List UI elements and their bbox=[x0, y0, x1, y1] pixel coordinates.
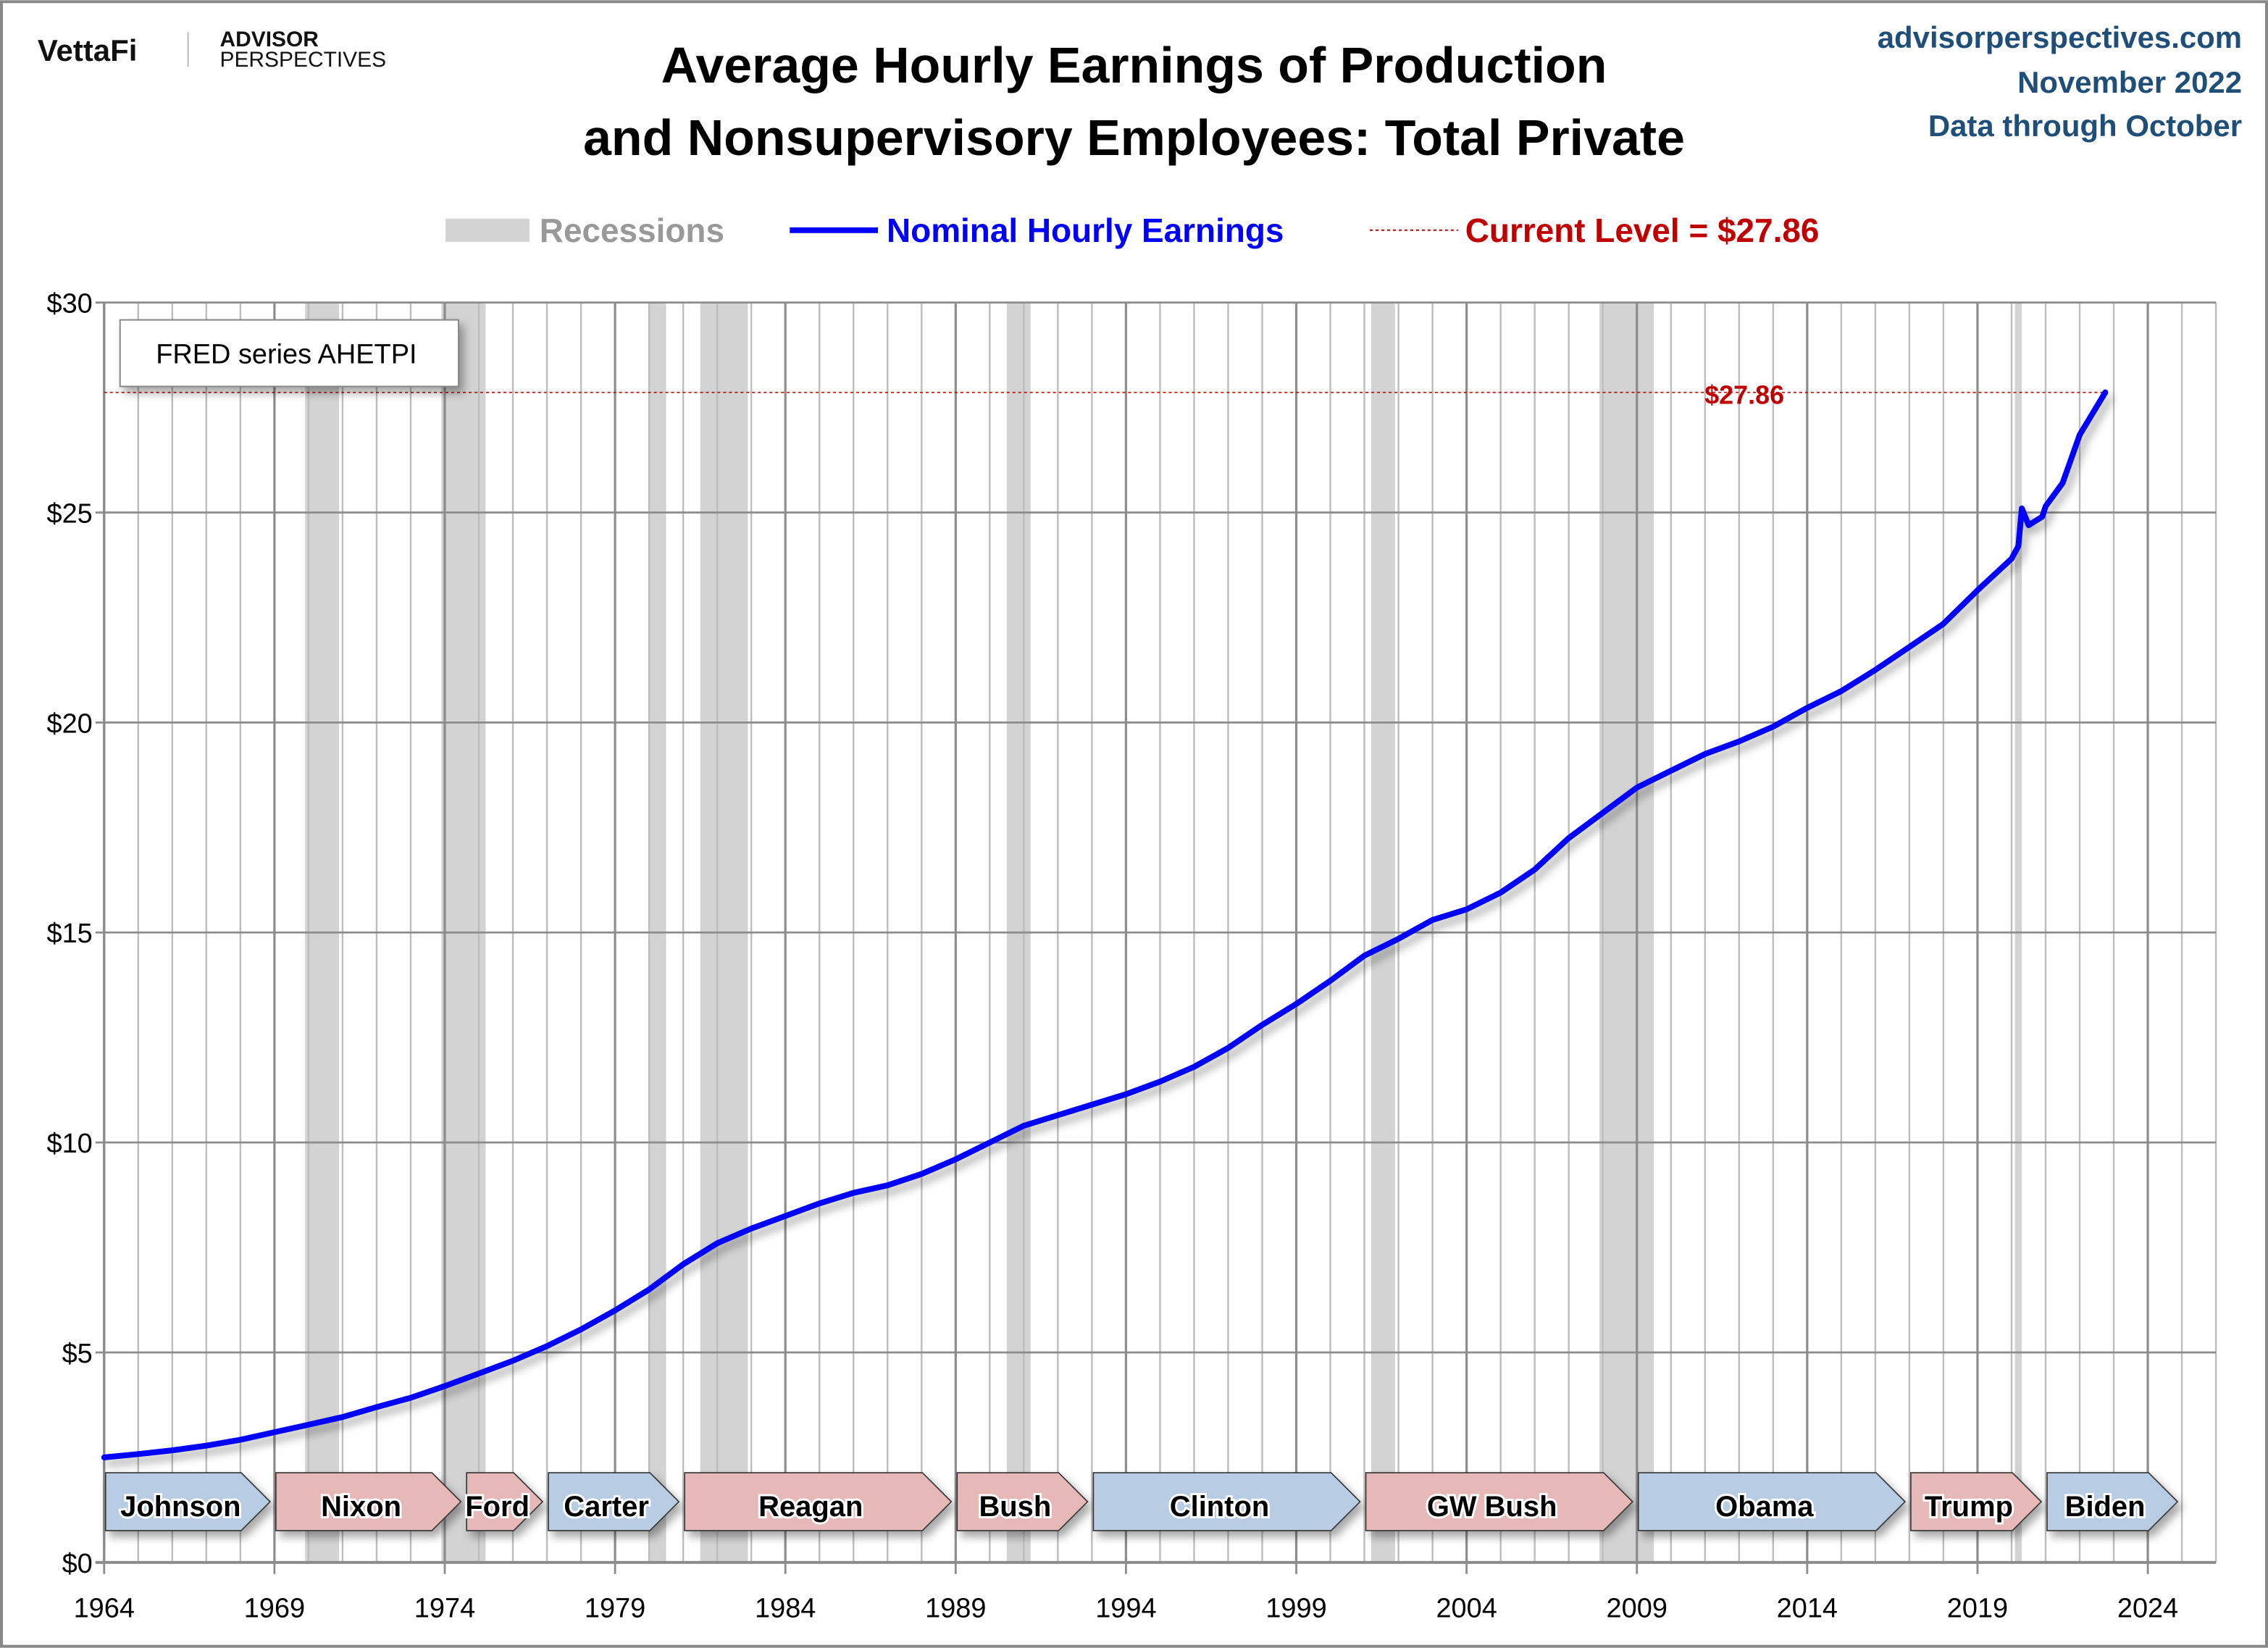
president-arrow bbox=[275, 1472, 462, 1531]
president-arrow bbox=[956, 1472, 1089, 1531]
y-tick-label: $15 bbox=[47, 919, 93, 949]
date-label: November 2022 bbox=[2017, 65, 2242, 99]
y-tick-label: $25 bbox=[47, 498, 93, 529]
legend: Recessions Nominal Hourly Earnings Curre… bbox=[445, 212, 1819, 249]
source-label: advisorperspectives.com bbox=[1878, 20, 2242, 54]
y-tick-label: $0 bbox=[62, 1549, 93, 1579]
president-arrow bbox=[2046, 1472, 2179, 1531]
x-tick-label: 1979 bbox=[585, 1594, 645, 1624]
x-tick-label: 2019 bbox=[1947, 1594, 2008, 1624]
x-tick-label: 1964 bbox=[74, 1594, 135, 1624]
logo: VettaFi ADVISOR PERSPECTIVES bbox=[38, 28, 386, 72]
x-tick-label: 2009 bbox=[1607, 1594, 1667, 1624]
x-tick-label: 2014 bbox=[1777, 1594, 1838, 1624]
data-through-label: Data through October bbox=[1928, 109, 2242, 143]
x-tick-label: 1994 bbox=[1095, 1594, 1156, 1624]
president-arrow bbox=[684, 1472, 953, 1531]
president-label: Biden bbox=[2065, 1491, 2146, 1523]
logo-vettafi: VettaFi bbox=[38, 33, 137, 67]
x-tick-label: 2024 bbox=[2117, 1594, 2178, 1624]
president-label: GW Bush bbox=[1427, 1491, 1557, 1523]
annotation-text: FRED series AHETPI bbox=[156, 340, 417, 370]
y-tick-label: $5 bbox=[62, 1339, 93, 1369]
president-label: Trump bbox=[1925, 1491, 2013, 1523]
y-tick-label: $20 bbox=[47, 708, 93, 739]
president-label: Obama bbox=[1715, 1491, 1814, 1523]
legend-recessions: Recessions bbox=[540, 212, 724, 249]
president-arrow bbox=[466, 1472, 544, 1531]
president-arrow bbox=[104, 1472, 272, 1531]
president-arrow bbox=[1637, 1472, 1907, 1531]
president-label: Clinton bbox=[1170, 1491, 1269, 1523]
y-tick-label: $10 bbox=[47, 1129, 93, 1159]
logo-perspectives: PERSPECTIVES bbox=[220, 48, 387, 72]
chart-title-line2: and Nonsupervisory Employees: Total Priv… bbox=[583, 109, 1685, 166]
x-tick-label: 1984 bbox=[755, 1594, 816, 1624]
president-arrow bbox=[1365, 1472, 1633, 1531]
chart-title-line1: Average Hourly Earnings of Production bbox=[661, 37, 1607, 93]
president-label: Nixon bbox=[321, 1491, 401, 1523]
x-tick-label: 1974 bbox=[414, 1594, 475, 1624]
president-arrow bbox=[1910, 1472, 2043, 1531]
president-arrow bbox=[548, 1472, 680, 1531]
annotation-box bbox=[119, 319, 459, 388]
x-tick-label: 1999 bbox=[1265, 1594, 1326, 1624]
legend-current: Current Level = $27.86 bbox=[1465, 212, 1820, 249]
legend-series: Nominal Hourly Earnings bbox=[887, 212, 1284, 249]
president-label: Reagan bbox=[758, 1491, 863, 1523]
president-label: Ford bbox=[465, 1491, 530, 1523]
president-arrow bbox=[1092, 1472, 1361, 1531]
current-level-label: $27.86 bbox=[1704, 380, 1784, 410]
x-tick-label: 1969 bbox=[244, 1594, 305, 1624]
x-tick-label: 1989 bbox=[925, 1594, 986, 1624]
y-tick-label: $30 bbox=[47, 289, 93, 319]
logo-advisor: ADVISOR bbox=[220, 28, 319, 51]
president-label: Carter bbox=[564, 1491, 649, 1523]
x-tick-label: 2004 bbox=[1436, 1594, 1497, 1624]
president-label: Johnson bbox=[120, 1491, 240, 1523]
legend-recession-swatch bbox=[445, 218, 530, 242]
president-label: Bush bbox=[979, 1491, 1051, 1523]
